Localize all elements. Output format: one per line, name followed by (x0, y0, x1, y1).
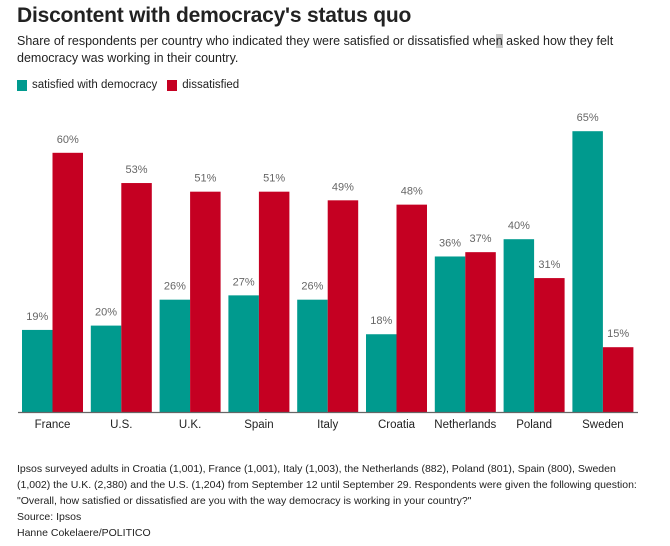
value-label-u-k-satisfied: 26% (164, 281, 186, 293)
bar-croatia-satisfied (366, 334, 397, 412)
x-tick-labels-group: France U.S. U.K. Spain Italy Croatia Netherlan… (35, 419, 624, 431)
bar-sweden-dissatisfied (602, 347, 634, 412)
bar-spain-dissatisfied (258, 191, 290, 412)
value-label-u-s-satisfied: 20% (95, 307, 117, 319)
value-label-sweden-dissatisfied: 15% (607, 328, 629, 340)
value-label-poland-dissatisfied: 31% (538, 259, 560, 271)
bar-u-k-satisfied (159, 299, 191, 412)
value-label-sweden-satisfied: 65% (577, 112, 599, 124)
bar-u-s-satisfied (90, 325, 122, 412)
value-label-u-k-dissatisfied: 51% (194, 173, 216, 185)
subtitle-highlight: n (495, 34, 503, 48)
bar-spain-satisfied (228, 295, 259, 412)
x-tick-label-netherlands: Netherlands (434, 419, 496, 431)
legend-label-dissatisfied: dissatisfied (182, 79, 240, 91)
bar-italy-satisfied (297, 299, 328, 412)
x-tick-label-france: France (35, 419, 71, 431)
value-label-spain-dissatisfied: 51% (263, 173, 285, 185)
bar-u-s-dissatisfied (121, 183, 152, 412)
value-label-france-satisfied: 19% (26, 311, 48, 323)
chart-title: Discontent with democracy's status quo (17, 4, 412, 27)
bar-netherlands-satisfied (434, 256, 466, 412)
legend-item-satisfied: satisfied with democracy (17, 79, 157, 91)
x-tick-label-spain: Spain (244, 419, 273, 431)
legend-label-satisfied: satisfied with democracy (32, 79, 158, 91)
value-label-croatia-satisfied: 18% (370, 315, 392, 327)
legend-item-dissatisfied: dissatisfied (167, 79, 239, 91)
subtitle-text-start: Share of respondents per country who ind… (17, 34, 496, 48)
subtitle-text-end: asked how they felt democracy was workin… (17, 34, 614, 65)
x-tick-label-italy: Italy (317, 419, 338, 431)
value-label-poland-satisfied: 40% (508, 220, 530, 232)
x-tick-label-u-k: U.K. (179, 419, 201, 431)
footer-source: Source: Ipsos (17, 511, 82, 523)
bar-sweden-satisfied (572, 131, 603, 412)
x-tick-label-poland: Poland (516, 419, 552, 431)
footer-notes: Ipsos surveyed adults in Croatia (1,001)… (17, 461, 667, 541)
value-label-france-dissatisfied: 60% (57, 134, 79, 146)
legend-swatch-satisfied (17, 79, 27, 91)
legend: satisfied with democracy dissatisfied (17, 79, 249, 91)
value-label-u-s-dissatisfied: 53% (126, 164, 148, 176)
value-label-italy-satisfied: 26% (301, 281, 323, 293)
bar-italy-dissatisfied (327, 200, 359, 412)
bar-netherlands-dissatisfied (465, 252, 496, 412)
value-label-netherlands-satisfied: 36% (439, 237, 461, 249)
footer-methodology-line-2: (1,002) the U.K. (2,380) and the U.S. (1… (17, 479, 637, 491)
bars-group (22, 131, 634, 413)
chart-subtitle: Share of respondents per country who ind… (17, 33, 657, 67)
bar-chart: 19% 60% 20% 53% 26% 51% 27% 51% 26% 49% 18% 48% 36% 3… (18, 112, 638, 431)
x-tick-label-u-s: U.S. (110, 419, 132, 431)
x-tick-label-sweden: Sweden (582, 419, 624, 431)
bar-france-satisfied (22, 329, 53, 412)
value-label-spain-satisfied: 27% (233, 276, 255, 288)
bar-croatia-dissatisfied (396, 204, 427, 412)
bar-poland-satisfied (503, 239, 535, 412)
bar-u-k-dissatisfied (190, 191, 221, 412)
value-label-croatia-dissatisfied: 48% (401, 186, 423, 198)
footer-credit: Hanne Cokelaere/POLITICO (17, 527, 151, 539)
bar-france-dissatisfied (52, 152, 83, 413)
bar-poland-dissatisfied (534, 278, 565, 412)
value-labels-group: 19% 60% 20% 53% 26% 51% 27% 51% 26% 49% 18% 48% 36% 3… (26, 112, 629, 340)
value-label-italy-dissatisfied: 49% (332, 181, 354, 193)
footer-question: "Overall, how satisfied or dissatisfied … (17, 495, 472, 507)
legend-swatch-dissatisfied (167, 79, 178, 91)
value-label-netherlands-dissatisfied: 37% (470, 233, 492, 245)
x-tick-label-croatia: Croatia (378, 419, 416, 431)
footer-methodology-line-1: Ipsos surveyed adults in Croatia (1,001)… (17, 463, 616, 475)
